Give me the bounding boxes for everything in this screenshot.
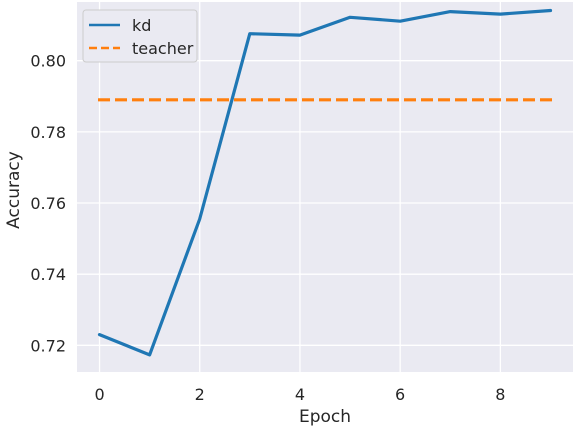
x-tick-label: 6 [395,385,405,404]
y-tick-label: 0.74 [30,265,66,284]
x-axis-label: Epoch [299,407,351,427]
legend: kd teacher [82,9,198,63]
y-tick-label: 0.72 [30,336,66,355]
x-tick-label: 8 [495,385,505,404]
grid [77,2,573,372]
y-tick-label: 0.78 [30,123,66,142]
y-tick-label: 0.80 [30,52,66,71]
tick-labels: 0 2 4 6 8 0.72 0.74 0.76 0.78 0.80 [30,52,505,404]
y-axis-label: Accuracy [4,151,24,229]
legend-box [82,9,198,63]
x-tick-label: 2 [195,385,205,404]
series-line-kd [97,8,553,357]
x-tick-label: 0 [94,385,104,404]
series-group [97,8,553,357]
plot-area [77,2,573,372]
legend-label-teacher: teacher [132,39,194,58]
x-tick-label: 4 [295,385,305,404]
legend-label-kd: kd [132,16,151,35]
y-tick-label: 0.76 [30,194,66,213]
